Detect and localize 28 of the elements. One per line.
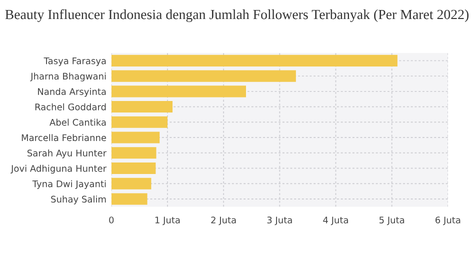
y-tick-label: Sarah Ayu Hunter bbox=[27, 149, 107, 158]
x-tick-label: 3 Juta bbox=[267, 216, 292, 226]
x-tick-label: 1 Juta bbox=[155, 216, 180, 226]
bar bbox=[111, 162, 156, 174]
y-tick-label: Tyna Dwi Jayanti bbox=[32, 180, 106, 189]
x-tick-label: 5 Juta bbox=[380, 216, 404, 226]
bar bbox=[111, 178, 152, 190]
x-tick-label: 4 Juta bbox=[323, 216, 348, 226]
y-tick-label: Jharna Bhagwani bbox=[30, 72, 106, 82]
bar bbox=[111, 70, 296, 82]
bar bbox=[111, 54, 398, 66]
chart-title: Beauty Influencer Indonesia dengan Jumlah Followers Terbanyak (Per Maret 2022) bbox=[5, 9, 469, 22]
y-tick-label: Nanda Arsyinta bbox=[38, 88, 106, 97]
y-tick-label: Abel Cantika bbox=[50, 118, 106, 126]
bar bbox=[111, 147, 156, 159]
bar bbox=[111, 86, 246, 98]
x-tick-label: 2 Juta bbox=[211, 216, 236, 226]
bar bbox=[111, 193, 148, 205]
x-tick-label: 6 Juta bbox=[436, 216, 460, 226]
bar bbox=[111, 116, 168, 128]
y-tick-label: Suhay Salim bbox=[51, 196, 106, 204]
y-tick-label: Rachel Goddard bbox=[35, 103, 106, 110]
y-tick-label: Tasya Farasya bbox=[44, 58, 106, 66]
bar bbox=[111, 101, 173, 113]
y-tick-label: Jovi Adhiguna Hunter bbox=[10, 164, 107, 174]
y-tick-label: Marcella Febrianne bbox=[22, 134, 106, 142]
x-tick-label: 0 bbox=[109, 216, 114, 224]
bar bbox=[111, 132, 160, 144]
